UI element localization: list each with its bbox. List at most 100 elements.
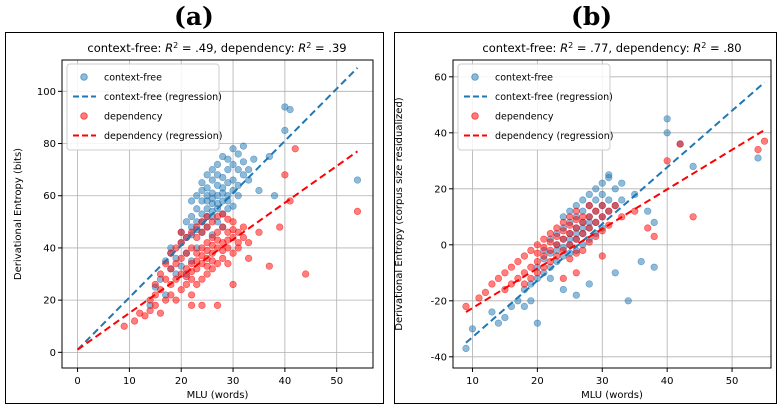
data-point-dependency	[579, 230, 587, 238]
data-point-dependency	[177, 228, 185, 236]
data-point-context-free	[527, 297, 535, 305]
data-point-dependency	[553, 232, 561, 240]
data-point-context-free	[663, 115, 671, 123]
data-point-context-free	[605, 196, 613, 204]
data-point-dependency	[559, 218, 567, 226]
data-point-context-free	[598, 190, 606, 198]
data-point-dependency	[187, 291, 196, 299]
data-point-dependency	[208, 265, 216, 273]
data-point-dependency	[146, 296, 154, 304]
data-point-context-free	[229, 202, 237, 210]
data-point-dependency	[533, 241, 541, 249]
data-point-dependency	[475, 294, 483, 302]
data-point-dependency	[182, 249, 190, 257]
data-point-dependency	[146, 306, 154, 315]
data-point-dependency	[151, 280, 159, 289]
data-point-dependency	[754, 145, 762, 154]
data-point-dependency	[605, 207, 613, 215]
legend-box	[457, 63, 611, 151]
data-point-context-free	[245, 166, 253, 174]
data-point-dependency	[488, 280, 496, 288]
data-point-dependency	[553, 241, 561, 249]
data-point-dependency	[198, 228, 206, 236]
data-point-context-free	[198, 179, 206, 187]
data-point-dependency	[203, 270, 211, 278]
legend-label: dependency	[104, 112, 163, 123]
x-tick-label: 20	[531, 376, 544, 387]
y-tick-label: 60	[434, 72, 447, 83]
data-point-context-free	[618, 196, 626, 204]
data-point-dependency	[585, 213, 593, 221]
data-point-dependency	[481, 288, 490, 297]
data-point-context-free	[624, 297, 632, 305]
data-point-dependency	[527, 263, 535, 271]
data-point-dependency	[592, 207, 600, 215]
data-point-dependency	[203, 223, 211, 231]
plot-area	[76, 67, 362, 351]
x-tick-label: 40	[279, 376, 292, 387]
data-point-context-free	[585, 280, 593, 288]
panel-label-b: (b)	[571, 2, 613, 31]
data-point-context-free	[229, 145, 237, 153]
data-point-dependency	[193, 280, 201, 289]
data-point-context-free	[234, 150, 242, 158]
data-point-context-free	[520, 302, 528, 311]
data-point-dependency	[302, 270, 310, 278]
data-point-dependency	[255, 228, 263, 236]
legend: context-free context-free (regression) dep…	[457, 63, 613, 151]
data-point-dependency	[559, 227, 567, 235]
data-point-dependency	[353, 207, 362, 215]
data-point-dependency	[193, 233, 201, 242]
data-point-dependency	[520, 252, 528, 260]
data-point-context-free	[234, 166, 242, 174]
data-point-context-free	[203, 171, 211, 179]
data-point-context-free	[605, 171, 613, 179]
data-point-context-free	[488, 308, 496, 316]
data-point-context-free	[224, 166, 232, 174]
data-point-dependency	[533, 249, 541, 257]
data-point-dependency	[172, 296, 180, 304]
data-point-dependency	[219, 254, 227, 262]
data-point-dependency	[572, 235, 580, 243]
data-point-context-free	[208, 166, 216, 174]
data-point-dependency	[592, 218, 600, 226]
data-point-dependency	[177, 286, 185, 294]
y-tick-label: 20	[434, 184, 447, 195]
data-point-context-free	[559, 286, 567, 294]
x-tick-label: 30	[596, 376, 609, 387]
data-point-context-free	[286, 105, 294, 114]
data-point-context-free	[611, 269, 619, 277]
legend-label: dependency	[495, 112, 554, 123]
data-point-dependency	[514, 258, 522, 266]
data-point-context-free	[618, 179, 626, 187]
data-point-dependency	[219, 223, 227, 231]
legend-label: dependency (regression)	[104, 131, 222, 142]
data-point-dependency	[546, 238, 554, 246]
data-point-dependency	[579, 246, 587, 254]
data-point-dependency	[546, 230, 554, 238]
data-point-dependency	[198, 275, 206, 283]
data-point-context-free	[462, 344, 470, 353]
data-point-dependency	[167, 265, 175, 273]
data-point-dependency	[572, 216, 580, 224]
data-point-dependency	[676, 140, 684, 148]
data-point-context-free	[572, 291, 580, 299]
data-point-dependency	[208, 218, 216, 226]
data-point-dependency	[245, 254, 253, 262]
data-point-dependency	[151, 301, 159, 309]
data-point-context-free	[182, 218, 190, 226]
data-point-context-free	[754, 154, 762, 162]
data-point-dependency	[229, 218, 237, 226]
data-point-context-free	[468, 325, 477, 333]
data-point-context-free	[270, 192, 279, 200]
x-tick-label: 50	[330, 376, 343, 387]
data-point-dependency	[598, 213, 606, 221]
data-point-dependency	[585, 238, 593, 246]
data-point-context-free	[187, 213, 196, 221]
data-point-dependency	[566, 230, 574, 238]
data-point-context-free	[546, 274, 554, 282]
data-point-dependency	[229, 249, 237, 257]
chart-panel-b: 10 20 30 40 50 -40 -20 0 20 40 60 MLU (words) Deriva…	[394, 32, 777, 404]
data-point-dependency	[219, 210, 227, 218]
data-point-context-free	[650, 218, 658, 226]
